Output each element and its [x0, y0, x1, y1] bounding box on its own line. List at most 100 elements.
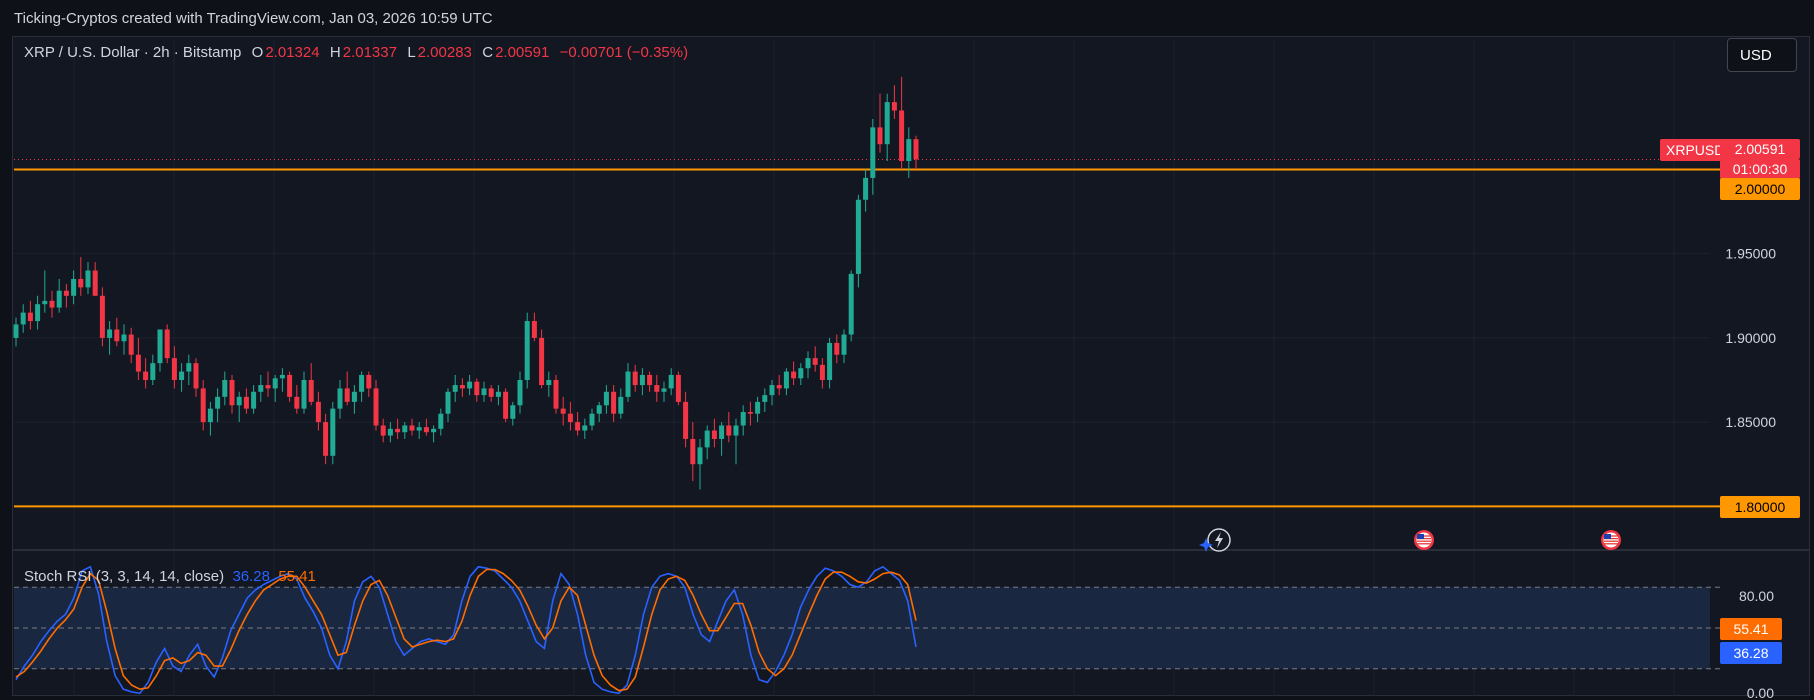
- candle: [913, 135, 919, 170]
- candle: [762, 388, 768, 412]
- candle-body: [423, 427, 429, 433]
- candle-body: [697, 447, 703, 465]
- candle: [899, 76, 905, 170]
- candle: [128, 327, 134, 364]
- candle: [683, 391, 689, 448]
- candle-body: [27, 312, 33, 322]
- candle: [517, 371, 523, 414]
- stoch-rsi-legend[interactable]: Stoch RSI (3, 3, 14, 14, close) 36.28 55…: [24, 568, 316, 585]
- candle: [171, 346, 177, 389]
- candle: [726, 412, 732, 443]
- candle-body: [675, 374, 681, 402]
- candle-body: [438, 413, 444, 429]
- candle: [330, 401, 336, 465]
- candle: [546, 371, 552, 397]
- candle-body: [42, 300, 48, 305]
- candle: [776, 374, 782, 396]
- lightning-icon-bolt: [1215, 532, 1223, 548]
- candle: [438, 408, 444, 436]
- candle: [27, 300, 33, 330]
- event-icons: [1199, 528, 1621, 552]
- high-value: 2.01337: [342, 44, 397, 61]
- candle: [495, 385, 501, 406]
- candle-body: [884, 102, 890, 145]
- candle-body: [632, 371, 638, 386]
- candle: [272, 374, 278, 402]
- candle-body: [49, 300, 55, 308]
- close-value: 2.00591: [495, 44, 550, 61]
- candle-body: [337, 388, 343, 409]
- candle-body: [315, 401, 321, 423]
- candle-body: [373, 388, 379, 426]
- candle-body: [171, 358, 177, 380]
- candle-body: [207, 408, 213, 423]
- lightning-icon: [1207, 528, 1231, 552]
- candle-body: [560, 408, 566, 414]
- candle-body: [524, 321, 530, 380]
- candle-body: [459, 385, 465, 389]
- candle: [409, 418, 415, 436]
- us-flag-icon: [1601, 530, 1621, 550]
- candle: [193, 358, 199, 397]
- candle-body: [870, 127, 876, 178]
- candle: [114, 317, 120, 347]
- candle: [863, 169, 869, 212]
- candle: [359, 371, 365, 402]
- price-tick-label: 1.85000: [1725, 414, 1776, 430]
- open-label: O: [251, 44, 264, 61]
- candle-body: [287, 374, 293, 397]
- candle: [675, 371, 681, 406]
- currency-button[interactable]: USD: [1727, 38, 1797, 72]
- candle-body: [863, 177, 869, 200]
- candle: [488, 385, 494, 402]
- candle: [85, 262, 91, 295]
- candle-body: [474, 381, 480, 396]
- close-label: C: [482, 44, 494, 61]
- candle-body: [647, 374, 653, 386]
- candle-body: [733, 425, 739, 436]
- stoch-rsi-k-line: [15, 565, 917, 695]
- candle: [567, 401, 573, 431]
- candle-body: [416, 427, 422, 431]
- candle-body: [827, 342, 833, 380]
- candle-body: [179, 371, 185, 380]
- candle: [855, 194, 861, 288]
- candle-body: [279, 374, 285, 379]
- candle-body: [848, 273, 854, 335]
- candle: [222, 371, 228, 406]
- candle: [423, 418, 429, 436]
- last-price-tag: 2.00591: [1720, 139, 1800, 159]
- candle-body: [308, 380, 314, 402]
- candle: [13, 317, 19, 347]
- candle: [827, 337, 833, 389]
- candle: [20, 304, 26, 333]
- rsi-level-0-partial: 0.00: [1746, 688, 1774, 700]
- chart-attribution: Ticking-Cryptos created with TradingView…: [14, 10, 493, 27]
- candle: [467, 374, 473, 396]
- candle-body: [567, 413, 573, 423]
- candle-body: [668, 374, 674, 389]
- symbol-legend[interactable]: XRP / U.S. Dollar · 2h · Bitstamp O 2.013…: [24, 44, 690, 61]
- candle: [157, 329, 163, 372]
- countdown-tag: 01:00:30: [1720, 159, 1800, 179]
- candle: [690, 422, 696, 482]
- stoch-rsi-k-value: 36.28: [232, 568, 270, 585]
- candle-body: [747, 412, 753, 414]
- candle: [337, 380, 343, 419]
- candle: [294, 385, 300, 414]
- candle-body: [445, 391, 451, 414]
- candle: [906, 127, 912, 178]
- candlestick-series: [13, 76, 919, 490]
- candle: [99, 287, 105, 347]
- candle-body: [913, 139, 919, 160]
- candle-body: [488, 388, 494, 397]
- candle: [553, 374, 559, 414]
- us-flag-icon-canton: [1604, 534, 1611, 539]
- candle-body: [517, 380, 523, 406]
- high-label: H: [329, 44, 341, 61]
- candle: [819, 358, 825, 389]
- candle-body: [272, 378, 278, 389]
- candle-body: [495, 391, 501, 397]
- candle: [531, 312, 537, 342]
